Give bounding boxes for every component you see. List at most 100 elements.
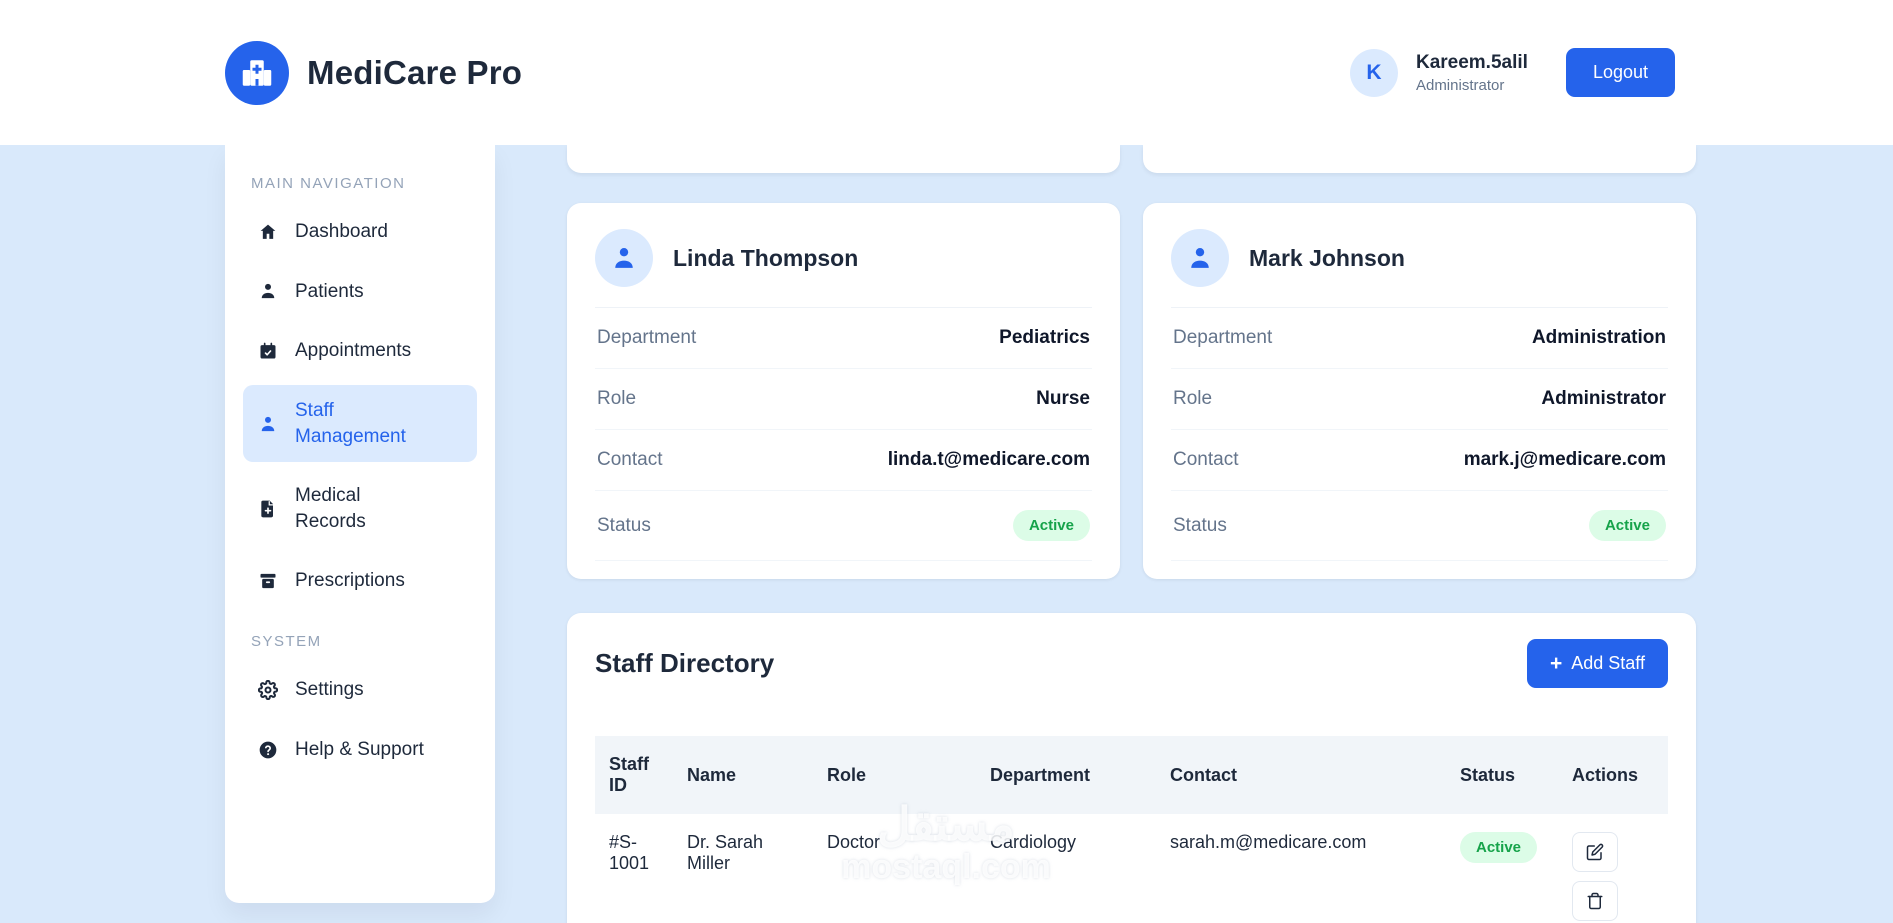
- info-row-contact: Contact mark.j@medicare.com: [1171, 430, 1668, 491]
- staff-card-header: Linda Thompson: [595, 229, 1092, 308]
- user-role: Administrator: [1415, 76, 1505, 94]
- info-value: Administration: [1531, 327, 1666, 348]
- sidebar-item-label: Help & Support: [295, 738, 424, 760]
- column-header-status: Status: [1446, 736, 1558, 814]
- staff-avatar-icon: [595, 229, 653, 287]
- cell-actions: [1558, 814, 1668, 923]
- status-badge: Active: [1460, 832, 1538, 863]
- cell-status: Active: [1446, 814, 1558, 923]
- scrolled-cards-row: [567, 145, 1696, 173]
- column-header-staff-id: Staff ID: [595, 736, 673, 814]
- info-row-department: Department Pediatrics: [595, 308, 1092, 369]
- column-header-actions: Actions: [1558, 736, 1668, 814]
- nav-section-system: SYSTEM: [251, 633, 322, 651]
- sidebar-item-label: Settings: [295, 679, 364, 701]
- staff-name: Linda Thompson: [673, 244, 859, 271]
- info-label: Contact: [1173, 449, 1239, 470]
- sidebar-item-label: Medical Records: [295, 485, 366, 532]
- column-header-name: Name: [673, 736, 813, 814]
- sidebar: MAIN NAVIGATION Dashboard Patients Appoi…: [225, 145, 495, 903]
- table-header-row: Staff ID Name Role Department Contact St…: [595, 736, 1668, 814]
- add-staff-label: Add Staff: [1571, 653, 1645, 673]
- sidebar-item-help-support[interactable]: Help & Support: [243, 724, 477, 776]
- scrolled-card-partial: [1143, 145, 1696, 173]
- info-row-status: Status Active: [595, 491, 1092, 561]
- column-header-department: Department: [976, 736, 1156, 814]
- info-label: Status: [1173, 514, 1227, 536]
- info-row-department: Department Administration: [1171, 308, 1668, 369]
- sidebar-item-prescriptions[interactable]: Prescriptions: [243, 555, 477, 607]
- info-row-status: Status Active: [1171, 491, 1668, 561]
- staff-card-mark-johnson: Mark Johnson Department Administration R…: [1143, 203, 1696, 579]
- info-value: mark.j@medicare.com: [1463, 449, 1666, 470]
- info-value: linda.t@medicare.com: [887, 449, 1090, 470]
- patients-icon: [257, 280, 279, 302]
- help-icon: [257, 739, 279, 761]
- cell-staff-id: #S-1001: [595, 814, 673, 923]
- sidebar-item-appointments[interactable]: Appointments: [243, 325, 477, 377]
- delete-button[interactable]: [1572, 881, 1618, 921]
- app-header: MediCare Pro K Kareem.5alil Administrato…: [0, 0, 1893, 145]
- staff-directory-card: Staff Directory + Add Staff Staff ID Nam…: [567, 613, 1696, 923]
- prescriptions-icon: [257, 570, 279, 592]
- logout-button[interactable]: Logout: [1565, 48, 1675, 97]
- trash-icon: [1587, 892, 1603, 910]
- edit-button[interactable]: [1572, 832, 1618, 872]
- column-header-role: Role: [813, 736, 976, 814]
- plus-icon: +: [1550, 652, 1563, 675]
- sidebar-item-label: Staff Management: [295, 399, 406, 447]
- info-value: Nurse: [1036, 388, 1090, 409]
- cell-department: Cardiology: [976, 814, 1156, 923]
- info-label: Department: [1173, 327, 1273, 348]
- staff-directory-title: Staff Directory: [595, 648, 775, 678]
- info-label: Status: [597, 514, 651, 536]
- status-badge: Active: [1588, 510, 1666, 541]
- scrolled-card-partial: [567, 145, 1120, 173]
- info-row-role: Role Nurse: [595, 369, 1092, 430]
- cell-name: Dr. Sarah Miller: [673, 814, 813, 923]
- user-meta: Kareem.5alil Administrator: [1416, 52, 1528, 94]
- column-header-contact: Contact: [1156, 736, 1446, 814]
- header-user-area: K Kareem.5alil Administrator Logout: [1349, 48, 1675, 97]
- main-content: Linda Thompson Department Pediatrics Rol…: [567, 145, 1696, 923]
- sidebar-item-staff-management[interactable]: Staff Management: [243, 384, 477, 463]
- sidebar-item-settings[interactable]: Settings: [243, 664, 477, 716]
- staff-icon: [257, 413, 279, 435]
- staff-avatar-icon: [1171, 229, 1229, 287]
- staff-card-linda-thompson: Linda Thompson Department Pediatrics Rol…: [567, 203, 1120, 579]
- table-row: #S-1001 Dr. Sarah Miller Doctor Cardiolo…: [595, 814, 1668, 923]
- user-name: Kareem.5alil: [1415, 51, 1528, 73]
- staff-table: Staff ID Name Role Department Contact St…: [595, 736, 1668, 923]
- sidebar-item-patients[interactable]: Patients: [243, 266, 477, 318]
- info-label: Role: [1173, 388, 1213, 409]
- info-row-contact: Contact linda.t@medicare.com: [595, 430, 1092, 491]
- edit-icon: [1586, 843, 1604, 861]
- brand-name: MediCare Pro: [307, 53, 523, 91]
- sidebar-item-label: Dashboard: [295, 221, 388, 242]
- hospital-logo-icon: [225, 40, 289, 105]
- sidebar-item-medical-records[interactable]: Medical Records: [243, 470, 477, 547]
- user-avatar[interactable]: K: [1349, 48, 1398, 97]
- info-label: Department: [597, 327, 697, 348]
- sidebar-item-label: Appointments: [295, 340, 412, 362]
- calendar-icon: [257, 340, 279, 362]
- info-row-role: Role Administrator: [1171, 369, 1668, 430]
- sidebar-item-label: Patients: [295, 280, 364, 302]
- nav-section-main: MAIN NAVIGATION: [251, 175, 406, 192]
- add-staff-button[interactable]: + Add Staff: [1527, 639, 1668, 688]
- sidebar-item-dashboard[interactable]: Dashboard: [243, 206, 477, 258]
- status-badge: Active: [1012, 510, 1090, 541]
- settings-icon: [257, 679, 279, 701]
- info-value: Pediatrics: [999, 327, 1090, 348]
- cell-role: Doctor: [813, 814, 976, 923]
- info-label: Role: [597, 388, 637, 409]
- cell-contact: sarah.m@medicare.com: [1156, 814, 1446, 923]
- info-value: Administrator: [1541, 388, 1666, 409]
- staff-name: Mark Johnson: [1249, 244, 1405, 271]
- sidebar-item-label: Prescriptions: [295, 570, 405, 592]
- staff-directory-header: Staff Directory + Add Staff: [595, 639, 1668, 688]
- records-icon: [257, 498, 279, 520]
- home-icon: [257, 221, 279, 243]
- staff-card-header: Mark Johnson: [1171, 229, 1668, 308]
